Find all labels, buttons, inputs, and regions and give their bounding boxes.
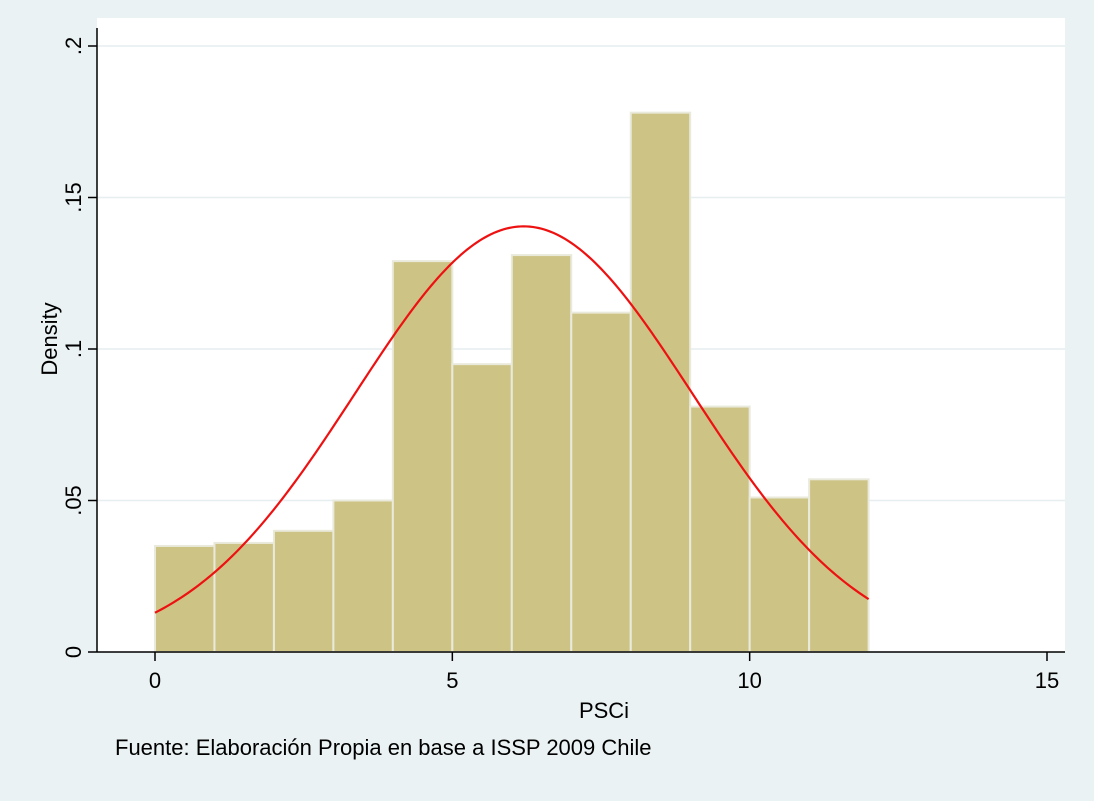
histogram-bars (154, 111, 870, 654)
y-axis-label: Density (37, 302, 62, 375)
tick-labels: 0 5 10 15 0 .05 .1 .15 .2 (61, 37, 1059, 693)
x-axis-label: PSCi (579, 698, 629, 723)
x-tick-label-0: 0 (149, 668, 161, 693)
histogram-bar-7 (570, 311, 632, 653)
histogram-bar-0 (154, 544, 216, 654)
y-tick-label-2: .1 (61, 340, 86, 358)
histogram-bar-1 (213, 541, 275, 653)
source-note: Fuente: Elaboración Propia en base a ISS… (115, 735, 652, 760)
y-tick-label-1: .05 (61, 485, 86, 516)
histogram-bar-8 (629, 111, 692, 654)
histogram-bar-11 (808, 478, 870, 654)
axes (96, 28, 1065, 653)
y-tick-label-0: 0 (61, 646, 86, 658)
x-tick-label-3: 15 (1035, 668, 1059, 693)
normal-density-curve (154, 225, 870, 614)
histogram-bar-4 (391, 260, 454, 653)
histogram-bar-10 (748, 496, 811, 653)
histogram-bar-6 (510, 254, 573, 653)
x-tick-label-2: 10 (737, 668, 761, 693)
y-tick-label-4: .2 (61, 37, 86, 55)
x-tick-label-1: 5 (446, 668, 458, 693)
histogram-bar-3 (332, 499, 394, 653)
histogram-bar-5 (451, 363, 513, 653)
histogram-bar-9 (689, 405, 751, 653)
y-tick-label-3: .15 (61, 182, 86, 213)
histogram-bar-2 (272, 529, 335, 653)
